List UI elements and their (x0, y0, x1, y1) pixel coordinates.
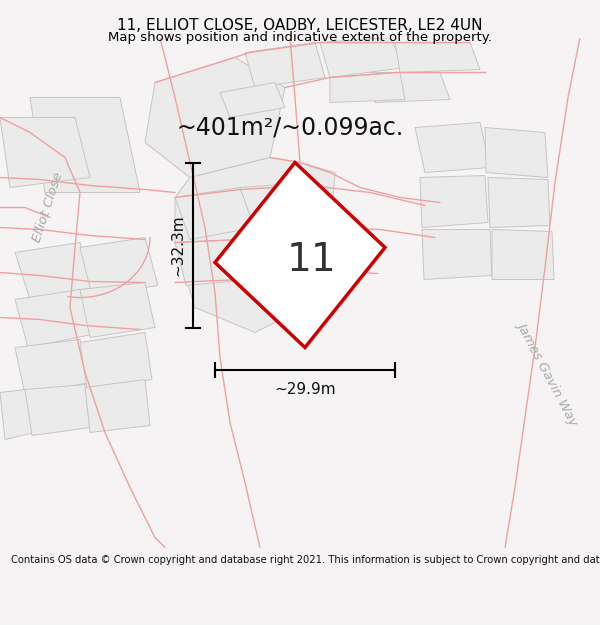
Polygon shape (15, 289, 92, 348)
Polygon shape (175, 158, 335, 332)
Text: Contains OS data © Crown copyright and database right 2021. This information is : Contains OS data © Crown copyright and d… (11, 555, 600, 565)
Polygon shape (492, 229, 554, 279)
Polygon shape (215, 162, 385, 348)
Polygon shape (220, 82, 285, 118)
Text: 11: 11 (287, 241, 337, 279)
Polygon shape (320, 38, 405, 78)
Text: James Gavin Way: James Gavin Way (515, 319, 581, 426)
Polygon shape (240, 182, 320, 229)
Polygon shape (415, 122, 490, 172)
Polygon shape (175, 239, 252, 286)
Polygon shape (330, 72, 405, 102)
Polygon shape (15, 242, 95, 299)
Polygon shape (245, 42, 325, 88)
Polygon shape (80, 282, 155, 338)
Text: ~32.3m: ~32.3m (170, 214, 185, 276)
Text: ~29.9m: ~29.9m (274, 381, 336, 396)
Polygon shape (420, 176, 488, 228)
Text: Elliot Close: Elliot Close (31, 171, 65, 244)
Polygon shape (485, 127, 548, 177)
Polygon shape (25, 384, 90, 436)
Polygon shape (15, 339, 90, 394)
Text: 11, ELLIOT CLOSE, OADBY, LEICESTER, LE2 4UN: 11, ELLIOT CLOSE, OADBY, LEICESTER, LE2 … (117, 18, 483, 32)
Polygon shape (488, 177, 550, 227)
Polygon shape (240, 228, 318, 279)
Polygon shape (80, 238, 158, 296)
Polygon shape (145, 58, 285, 178)
Text: Map shows position and indicative extent of the property.: Map shows position and indicative extent… (108, 31, 492, 44)
Polygon shape (370, 72, 450, 102)
Polygon shape (175, 188, 255, 239)
Polygon shape (0, 389, 35, 439)
Polygon shape (80, 332, 152, 389)
Polygon shape (0, 118, 90, 188)
Polygon shape (85, 379, 150, 432)
Polygon shape (395, 42, 480, 72)
Text: ~401m²/~0.099ac.: ~401m²/~0.099ac. (176, 116, 404, 139)
Polygon shape (422, 229, 492, 279)
Polygon shape (30, 98, 140, 192)
